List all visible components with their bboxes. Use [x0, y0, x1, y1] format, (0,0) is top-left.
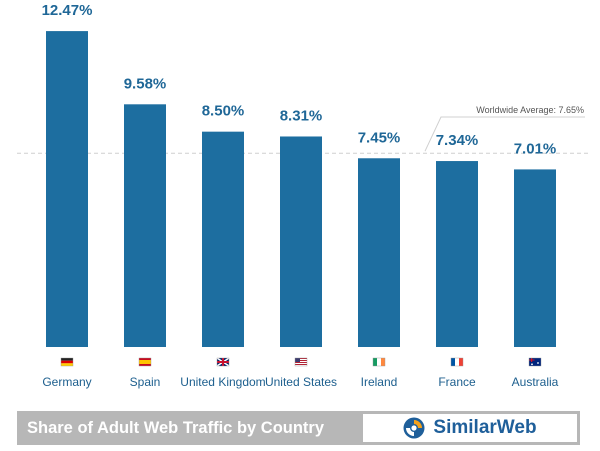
germany-flag-icon	[60, 357, 74, 367]
spain-flag-icon	[138, 357, 152, 367]
bar-australia	[514, 169, 556, 347]
value-label: 8.50%	[202, 103, 245, 120]
united-states-flag-icon	[294, 357, 308, 367]
category-label: United States	[265, 375, 337, 389]
ireland-flag-icon	[372, 357, 386, 367]
category-label: United Kingdom	[180, 375, 265, 389]
united-kingdom-flag-icon	[216, 357, 230, 367]
category-label: France	[438, 375, 476, 389]
bar-france	[436, 161, 478, 347]
category-label: Germany	[42, 375, 91, 389]
bar-ireland	[358, 158, 400, 347]
bar-spain	[124, 104, 166, 347]
footer-banner: Share of Adult Web Traffic by Country Si…	[17, 411, 580, 445]
average-callout-line	[424, 116, 585, 152]
value-label: 7.01%	[514, 140, 557, 157]
brand-name: SimilarWeb	[433, 417, 537, 438]
similarweb-logo-icon	[403, 417, 425, 439]
category-label: Ireland	[361, 375, 398, 389]
bar-united-states	[280, 136, 322, 347]
bar-germany	[46, 31, 88, 348]
bar-united-kingdom	[202, 131, 244, 347]
brand-box: SimilarWeb	[363, 414, 577, 442]
category-label: Spain	[130, 375, 161, 389]
value-label: 9.58%	[124, 75, 167, 92]
category-label: Australia	[512, 375, 559, 389]
chart-title: Share of Adult Web Traffic by Country	[27, 418, 325, 437]
value-label: 7.34%	[436, 132, 479, 149]
value-label: 12.47%	[42, 2, 93, 19]
value-label: 7.45%	[358, 129, 401, 146]
france-flag-icon	[450, 357, 464, 367]
bar-chart: 12.47% 9.58% 8.50% 8.31% 7.45% 7.34% 7.01% Worl…	[17, 2, 588, 389]
average-label: Worldwide Average: 7.65%	[476, 105, 584, 115]
australia-flag-icon	[528, 357, 542, 367]
value-label: 8.31%	[280, 107, 323, 124]
